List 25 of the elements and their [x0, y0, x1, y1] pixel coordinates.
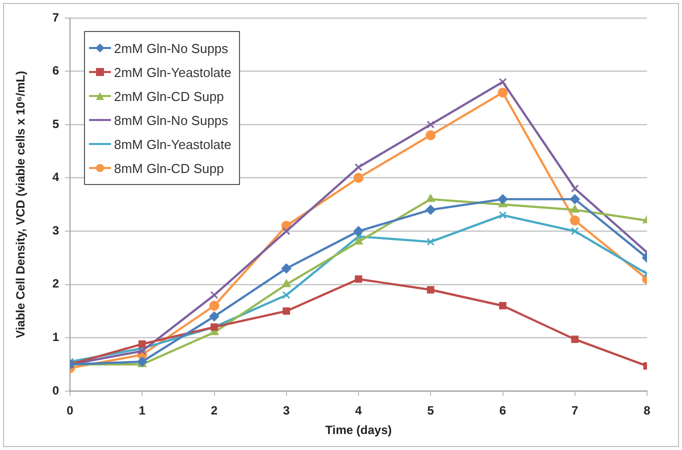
x-tick-label: 2	[210, 404, 218, 418]
x-tick-label: 6	[499, 404, 506, 418]
x-tick-label: 4	[355, 404, 362, 418]
y-tick-label: 1	[52, 330, 60, 344]
y-tick-label: 2	[52, 276, 60, 291]
y-tick-label: 3	[52, 223, 60, 238]
y-axis-title: Viable Cell Density, VCD (viable cells x 10⁶/mL)	[14, 70, 28, 338]
legend-label: 2mM Gln-CD Supp	[114, 88, 224, 104]
x-tick-label: 3	[283, 404, 290, 418]
y-tick-label: 7	[52, 10, 60, 24]
legend-label: 8mM Gln-Yeastolate	[114, 136, 232, 152]
legend-label: 2mM Gln-No Supps	[114, 40, 228, 56]
y-tick-label: 6	[52, 64, 60, 78]
x-tick-label: 7	[572, 404, 579, 418]
legend-label: 2mM Gln-Yeastolate	[114, 64, 232, 80]
x-tick-label: 8	[644, 404, 651, 418]
x-axis-title: Time (days)	[325, 423, 392, 438]
x-tick-label: 5	[427, 404, 434, 418]
y-tick-label: 0	[52, 383, 60, 398]
y-tick-label: 5	[52, 116, 60, 131]
x-tick-label: 1	[138, 404, 146, 418]
legend-label: 8mM Gln-No Supps	[114, 112, 228, 128]
x-tick-label: 0	[66, 404, 74, 418]
y-tick-label: 4	[52, 170, 60, 184]
legend-label: 8mM Gln-CD Supp	[114, 160, 224, 176]
